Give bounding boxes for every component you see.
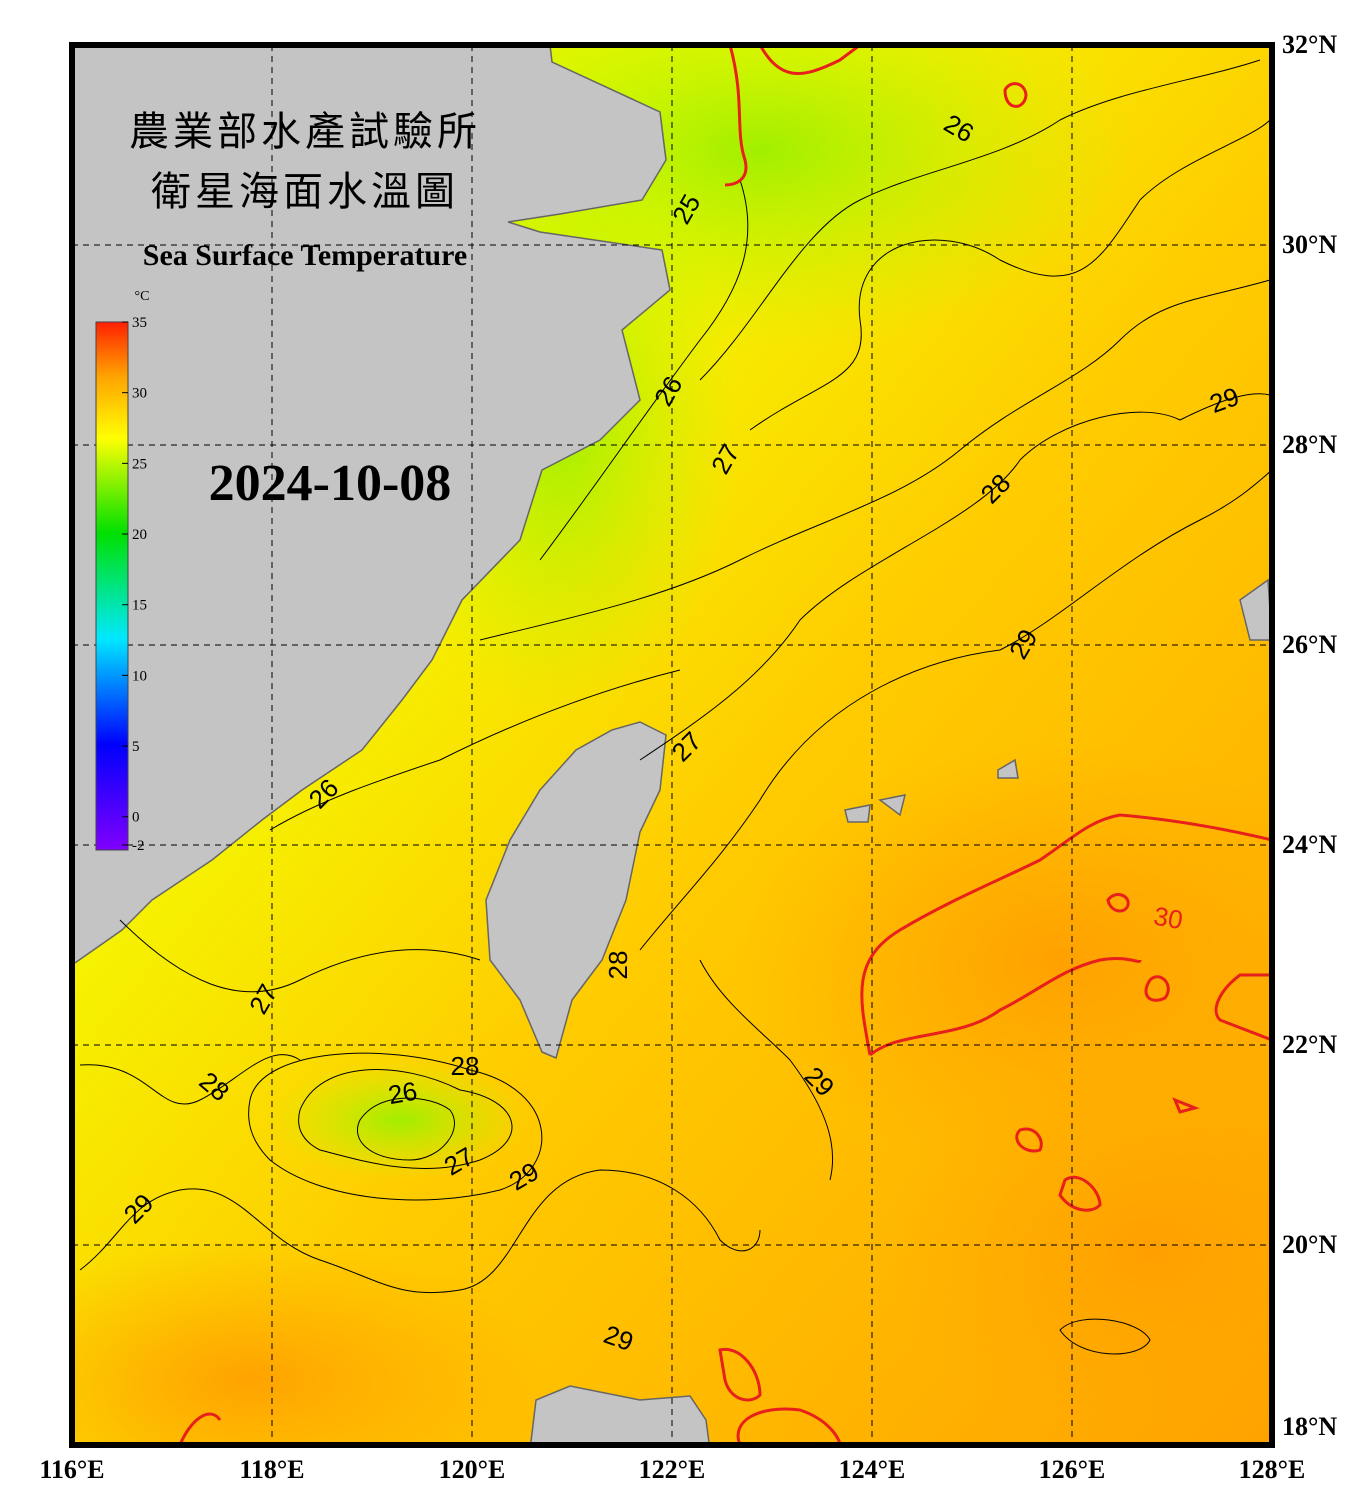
- lat-label: 30°N: [1282, 230, 1337, 259]
- title-zh-1: 農業部水產試驗所: [129, 109, 481, 154]
- colorbar-tick-label: 35: [132, 315, 147, 331]
- colorbar-tick-label: 30: [132, 386, 147, 402]
- lon-label: 116°E: [39, 1455, 104, 1484]
- colorbar-tick-label: 5: [132, 739, 140, 755]
- colorbar-tick-label: 10: [132, 668, 147, 684]
- lat-label: 26°N: [1282, 630, 1337, 659]
- date: 2024-10-08: [209, 455, 452, 512]
- lat-label: 28°N: [1282, 430, 1337, 459]
- colorbar: [95, 321, 129, 851]
- axis-labels: 116°E 118°E 120°E 122°E 124°E 126°E 128°E 32°N 3…: [39, 30, 1337, 1484]
- colorbar-tick-label: -2: [132, 838, 145, 854]
- colorbar-tick-label: 0: [132, 810, 140, 826]
- title-en: Sea Surface Temperature: [143, 239, 467, 272]
- lat-label: 20°N: [1282, 1230, 1337, 1259]
- lon-label: 126°E: [1039, 1455, 1106, 1484]
- lat-label: 18°N: [1282, 1412, 1337, 1441]
- lon-label: 118°E: [239, 1455, 304, 1484]
- contour-label: 26: [386, 1076, 420, 1111]
- colorbar-ticks: 35 30 25 20 15 10 5 0 -2: [122, 315, 147, 854]
- graticule: [72, 45, 1272, 1445]
- colorbar-tick-label: 20: [132, 527, 147, 543]
- colorbar-tick-label: 25: [132, 456, 147, 472]
- lat-label: 22°N: [1282, 1030, 1337, 1059]
- lat-label: 24°N: [1282, 830, 1337, 859]
- contour-label: 28: [603, 951, 633, 980]
- contour-label: 28: [451, 1051, 480, 1081]
- lon-label: 124°E: [839, 1455, 906, 1484]
- colorbar-tick-label: 15: [132, 598, 147, 614]
- lon-label: 122°E: [639, 1455, 706, 1484]
- lat-label: 32°N: [1282, 30, 1337, 59]
- contour-label: 30: [1152, 901, 1186, 936]
- colorbar-unit: °C: [135, 289, 150, 304]
- map-frame: [69, 42, 1275, 1448]
- lon-label: 120°E: [439, 1455, 506, 1484]
- lon-label: 128°E: [1239, 1455, 1306, 1484]
- title-zh-2: 衛星海面水溫圖: [151, 169, 459, 214]
